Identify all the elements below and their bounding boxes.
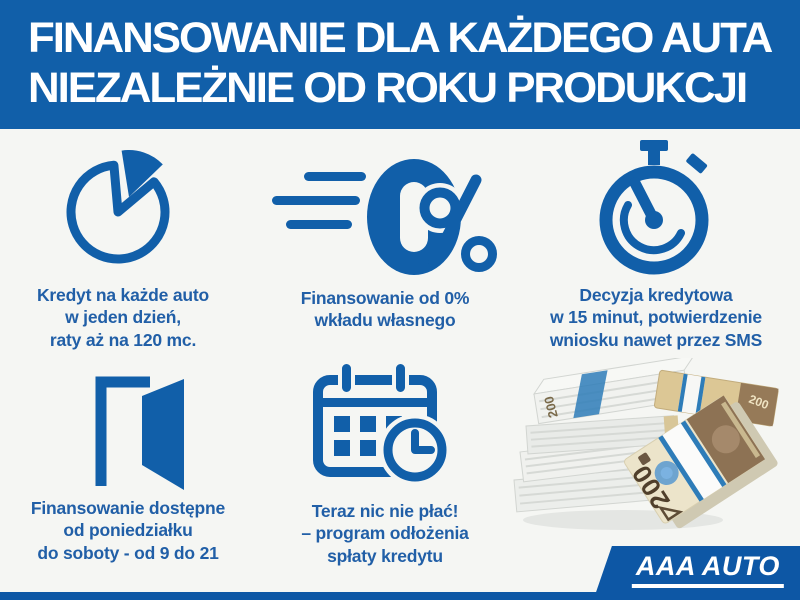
header-title-line-2: NIEZALEŻNIE OD ROKU PRODUKCJI: [28, 64, 748, 112]
header-title-line-1: FINANSOWANIE DLA KAŻDEGO AUTA: [28, 14, 773, 62]
stopwatch-icon: [599, 140, 709, 275]
banknote-value-text: 200: [541, 395, 561, 420]
money-stacks-image: 200 200 200: [513, 358, 779, 530]
header-banner: FINANSOWANIE DLA KAŻDEGO AUTA NIEZALEŻNI…: [0, 0, 800, 129]
brand-logo-text: AAA AUTO: [632, 550, 784, 588]
brand-logo-banner: AAA AUTO: [596, 546, 800, 592]
caption-credit: Kredyt na każde auto w jeden dzień, raty…: [36, 285, 210, 350]
caption-decision: Decyzja kredytowa w 15 minut, potwierdze…: [549, 285, 763, 350]
zero-percent-icon: [272, 159, 497, 275]
caption-zero-percent: Finansowanie od 0% wkładu własnego: [300, 288, 470, 331]
banknote-value-text: 200: [747, 392, 771, 412]
open-door-icon: [95, 376, 184, 490]
bottom-blue-strip: [0, 592, 800, 600]
caption-availability: Finansowanie dostępne od poniedziałku do…: [30, 498, 226, 563]
pie-chart-icon: [66, 150, 170, 264]
caption-deferred-payment: Teraz nic nie płać! – program odłożenia …: [301, 501, 469, 566]
calendar-clock-icon: [313, 360, 451, 486]
